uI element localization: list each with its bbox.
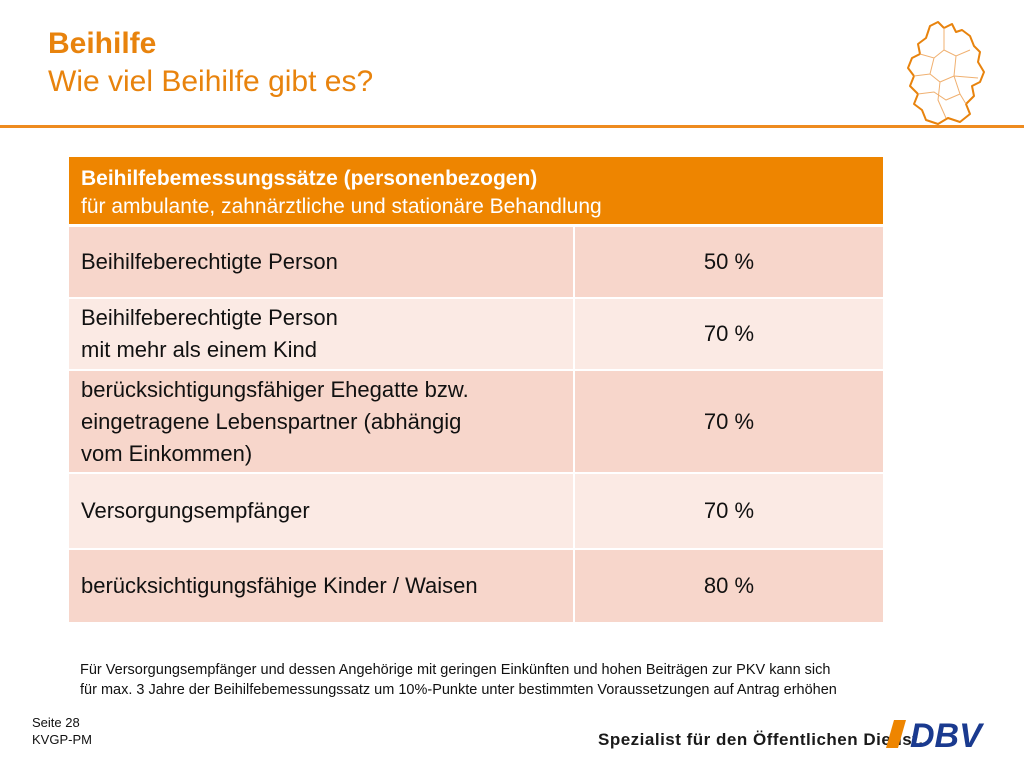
company-tagline: Spezialist für den Öffentlichen Dienst. [598,730,924,749]
row-label-line: eingetragene Lebenspartner (abhängig [81,408,462,434]
table-row: berücksichtigungsfähige Kinder / Waisen … [69,550,883,622]
table-row: Beihilfeberechtigte Person mit mehr als … [69,299,883,371]
row-label-line: Beihilfeberechtigte Person [81,305,338,330]
footnote: Für Versorgungsempfänger und dessen Ange… [80,660,837,700]
row-label-line: Versorgungsempfänger [81,498,310,523]
row-label-line: mit mehr als einem Kind [81,337,317,362]
row-value: 80 % [703,573,755,598]
dbv-logo: DBV [886,717,985,752]
row-label-line: vom Einkommen) [81,440,253,466]
row-label-line: berücksichtigungsfähige Kinder / Waisen [81,573,478,598]
header-rule [0,125,1024,128]
row-value: 50 % [703,249,755,274]
logo-text: DBV [910,717,985,752]
document-code: KVGP-PM [32,732,92,747]
row-label: berücksichtigungsfähige Kinder / Waisen [69,550,575,622]
table-row: Versorgungsempfänger 70 % [69,474,883,550]
beihilfe-rate-table: Beihilfebemessungssätze (personenbezogen… [69,157,883,622]
row-value: 70 % [703,498,755,523]
row-label: Versorgungsempfänger [69,474,575,548]
page-number: Seite 28 [32,715,80,730]
footnote-line: für max. 3 Jahre der Beihilfebemessungss… [80,682,837,698]
table-row: Beihilfeberechtigte Person 50 % [69,227,883,299]
row-value: 70 % [703,321,755,346]
page-info: Seite 28 KVGP-PM [32,714,92,748]
table-row: berücksichtigungsfähiger Ehegatte bzw. e… [69,371,883,474]
table-header-title: Beihilfebemessungssätze (personenbezogen… [81,167,538,190]
row-label: Beihilfeberechtigte Person mit mehr als … [69,299,575,369]
row-label-line: Beihilfeberechtigte Person [81,249,338,274]
row-label: berücksichtigungsfähiger Ehegatte bzw. e… [69,371,575,472]
row-value: 70 % [703,408,755,434]
table-header: Beihilfebemessungssätze (personenbezogen… [69,157,883,227]
germany-map-icon [907,21,985,125]
row-label: Beihilfeberechtigte Person [69,227,575,297]
footnote-line: Für Versorgungsempfänger und dessen Ange… [80,662,831,678]
page-subtitle: Wie viel Beihilfe gibt es? [48,65,374,98]
row-label-line: berücksichtigungsfähiger Ehegatte bzw. [81,376,469,402]
table-header-subtitle: für ambulante, zahnärztliche und station… [81,195,602,218]
page-title: Beihilfe [48,27,157,60]
